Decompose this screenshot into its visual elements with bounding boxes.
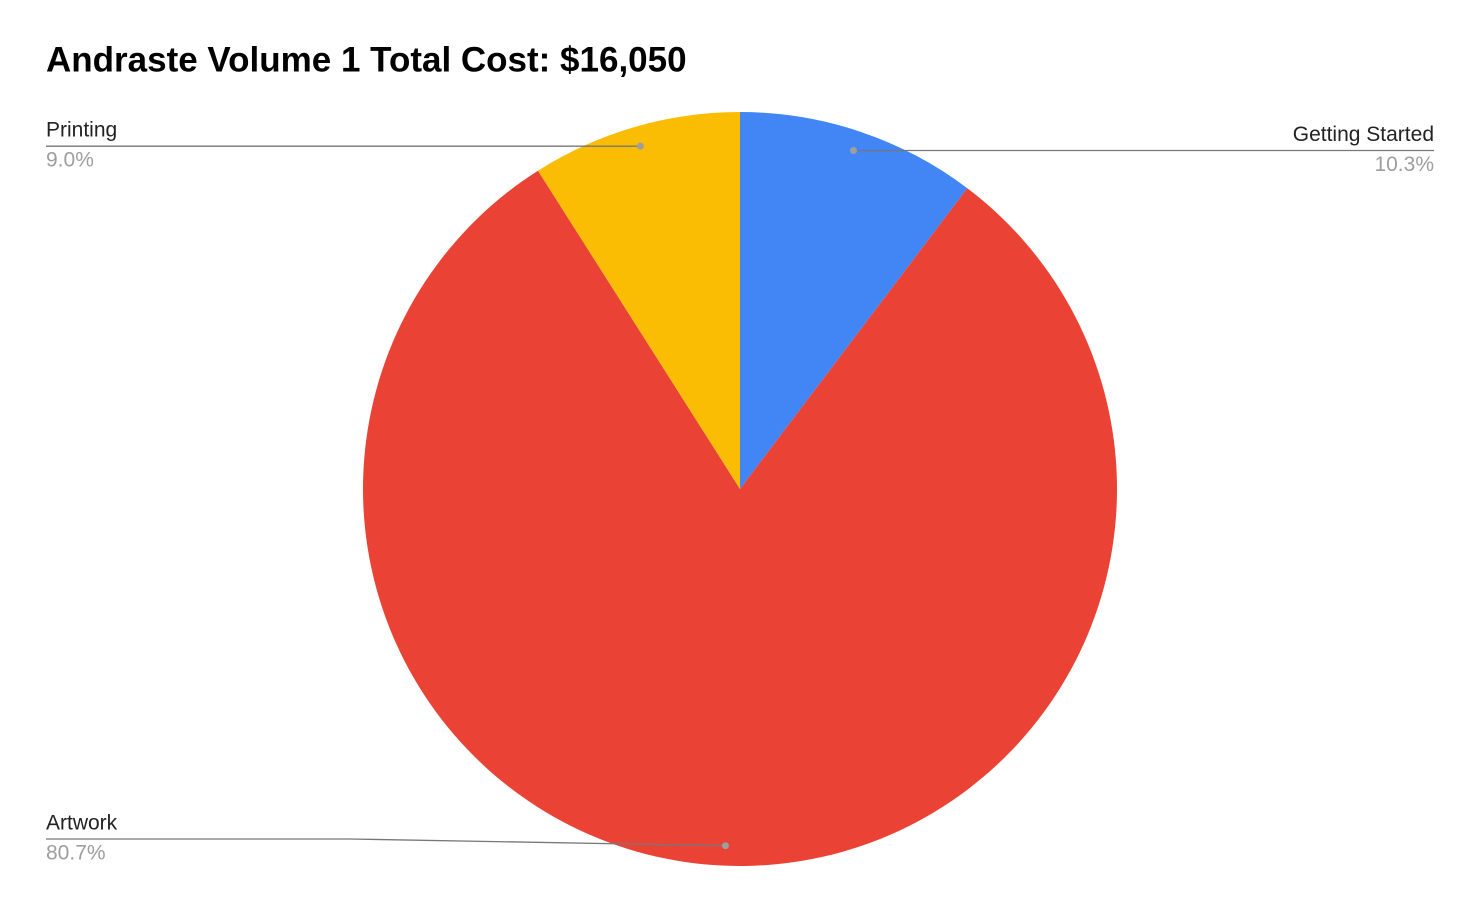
leader-dot — [850, 147, 858, 155]
pie-slice — [363, 170, 1117, 867]
pie-slice — [740, 112, 968, 489]
legend-label: Printing — [46, 119, 117, 142]
legend-label: Artwork — [46, 812, 118, 835]
pie-slice — [537, 112, 740, 489]
data-label: 10.3% — [1374, 153, 1434, 176]
leader-line — [46, 838, 726, 847]
chart-title: Andraste Volume 1 Total Cost: $16,050 — [46, 40, 687, 79]
data-label: 9.0% — [46, 149, 94, 172]
legend-label: Getting Started — [1293, 123, 1434, 146]
leader-dot — [721, 842, 729, 850]
data-label: 80.7% — [46, 842, 106, 865]
leader-dot — [636, 142, 644, 150]
